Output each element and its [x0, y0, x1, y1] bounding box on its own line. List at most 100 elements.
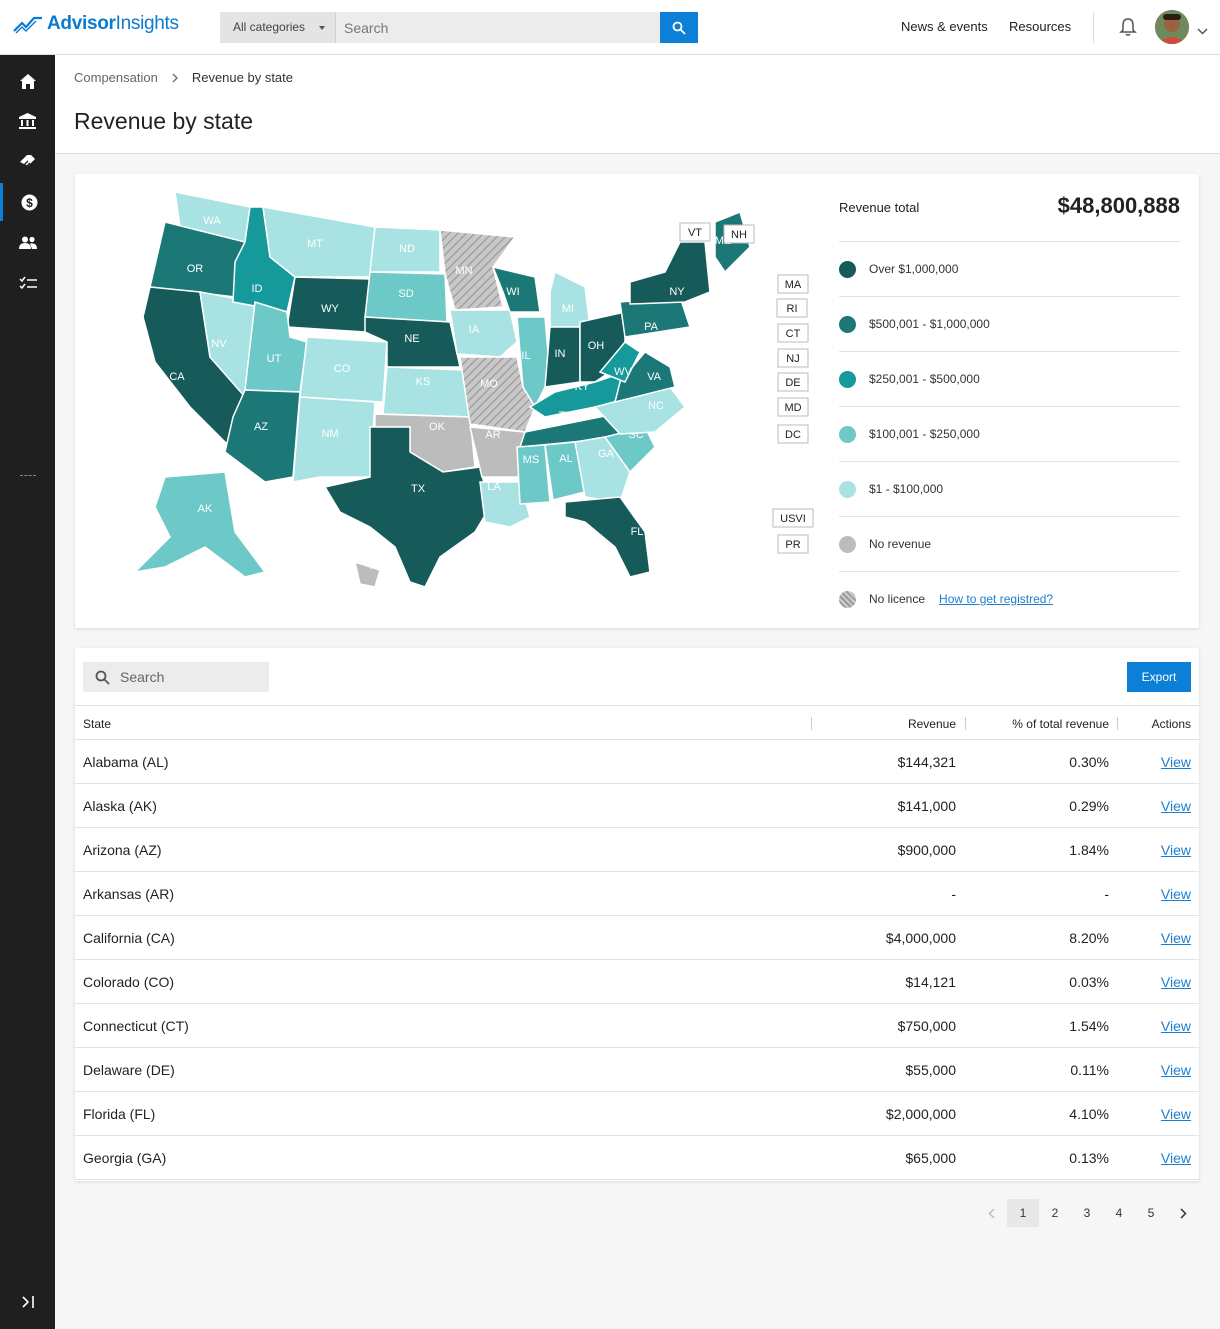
callout-box[interactable]: [777, 348, 809, 368]
column-header-revenue[interactable]: Revenue: [907, 717, 956, 731]
callout-box[interactable]: [723, 224, 755, 244]
dollar-icon: $: [21, 194, 37, 210]
search-button[interactable]: [660, 12, 698, 43]
state-wi[interactable]: [491, 265, 541, 313]
state-mn[interactable]: [439, 229, 517, 311]
callout-label: VT: [688, 227, 702, 239]
state-label: CA: [169, 371, 185, 383]
state-label: CO: [334, 363, 351, 375]
column-divider: [1117, 717, 1118, 730]
legend-item: $100,001 - $250,000: [839, 406, 1180, 461]
nav-resources[interactable]: Resources: [1009, 19, 1072, 34]
registration-help-link[interactable]: How to get registred?: [939, 592, 1054, 606]
callout-box[interactable]: [679, 222, 711, 242]
table-header: State Revenue % of total revenue Actions: [75, 705, 1199, 740]
state-label: TX: [411, 483, 426, 495]
legend-swatch: [839, 480, 856, 498]
page-button[interactable]: 2: [1051, 1206, 1059, 1220]
column-header-state[interactable]: State: [83, 717, 112, 731]
logo[interactable]: AdvisorInsights: [12, 13, 179, 35]
view-link[interactable]: View: [1160, 974, 1191, 990]
search-input[interactable]: [335, 12, 660, 43]
sidebar-item-bank[interactable]: [0, 102, 55, 140]
view-link[interactable]: View: [1160, 1150, 1191, 1166]
state-ak[interactable]: [132, 471, 267, 578]
callout-label: DC: [785, 429, 801, 441]
state-il[interactable]: [516, 316, 551, 409]
notifications-button[interactable]: [1119, 17, 1137, 42]
account-menu-button[interactable]: [1197, 22, 1208, 40]
page-button[interactable]: 1: [1007, 1199, 1039, 1227]
state-label: MI: [562, 303, 574, 315]
search-icon: [672, 21, 686, 35]
view-link[interactable]: View: [1160, 842, 1191, 858]
page-button[interactable]: 5: [1147, 1206, 1155, 1220]
table-row: Alaska (AK) $141,000 0.29% View: [75, 784, 1199, 828]
view-link[interactable]: View: [1160, 798, 1191, 814]
view-link[interactable]: View: [1160, 930, 1191, 946]
view-link[interactable]: View: [1160, 1106, 1191, 1122]
table-search-input[interactable]: Search: [83, 662, 269, 692]
view-link[interactable]: View: [1160, 886, 1191, 902]
state-hi[interactable]: [353, 560, 381, 588]
state-ia[interactable]: [449, 309, 518, 358]
state-label: KS: [416, 376, 431, 388]
state-ks[interactable]: [382, 366, 471, 418]
next-page-button[interactable]: [1167, 1199, 1199, 1227]
sidebar-item-clients[interactable]: [0, 223, 55, 261]
state-label: WY: [321, 303, 339, 315]
callout-label: MA: [785, 279, 802, 291]
sidebar-item-compensation[interactable]: $: [0, 183, 55, 221]
category-select[interactable]: All categories: [220, 12, 335, 43]
state-wv[interactable]: [598, 341, 641, 383]
prev-page-button[interactable]: [975, 1199, 1007, 1227]
callout-box[interactable]: [772, 508, 814, 528]
callout-box[interactable]: [777, 323, 809, 343]
column-header-actions: Actions: [1151, 717, 1191, 731]
sidebar-item-deals[interactable]: [0, 142, 55, 180]
table-row: California (CA) $4,000,000 8.20% View: [75, 916, 1199, 960]
revenue-total-label: Revenue total: [839, 200, 920, 215]
sidebar-item-tasks[interactable]: [0, 264, 55, 302]
avatar-image: [1155, 10, 1189, 44]
breadcrumb-parent[interactable]: Compensation: [74, 70, 158, 85]
legend-item: $500,001 - $1,000,000: [839, 296, 1180, 351]
pagination: 1 2 3 4 5: [975, 1199, 1199, 1227]
callout-box[interactable]: [776, 298, 808, 318]
state-nd[interactable]: [369, 226, 441, 273]
expand-sidebar-button[interactable]: [0, 1283, 55, 1321]
state-mi[interactable]: [549, 270, 591, 328]
page-button[interactable]: 3: [1083, 1206, 1091, 1220]
state-mt[interactable]: [262, 206, 376, 278]
state-label: NV: [211, 338, 227, 350]
nav-news-events[interactable]: News & events: [901, 19, 988, 34]
callout-box[interactable]: [777, 372, 809, 392]
sidebar-item-home[interactable]: [0, 62, 55, 100]
view-link[interactable]: View: [1160, 1018, 1191, 1034]
view-link[interactable]: View: [1160, 1062, 1191, 1078]
state-ny[interactable]: [629, 241, 711, 305]
state-tx[interactable]: [323, 426, 491, 588]
state-va[interactable]: [613, 351, 676, 404]
page-button[interactable]: 4: [1115, 1206, 1123, 1220]
column-header-pct[interactable]: % of total revenue: [1012, 717, 1109, 731]
avatar[interactable]: [1155, 10, 1189, 44]
state-nm[interactable]: [292, 396, 376, 483]
callout-box[interactable]: [777, 397, 809, 417]
view-link[interactable]: View: [1160, 754, 1191, 770]
callout-box[interactable]: [777, 534, 809, 554]
callout-box[interactable]: [777, 424, 809, 444]
state-co[interactable]: [299, 336, 388, 403]
state-label: HI: [370, 560, 381, 572]
state-fl[interactable]: [564, 496, 651, 578]
legend-item: $1 - $100,000: [839, 461, 1180, 516]
page-header: Compensation Revenue by state Revenue by…: [55, 55, 1220, 154]
legend-swatch: [839, 315, 856, 333]
us-map: WA OR CA NV ID MT WY UT AZ CO NM ND SD NE KS OK TX MN IA MO…: [132, 192, 814, 588]
callout-box[interactable]: [777, 274, 809, 294]
state-la[interactable]: [479, 481, 531, 528]
export-button[interactable]: Export: [1127, 662, 1191, 692]
map-callouts: VT NH MA RI CT NJ DE MD DC USVI PR: [679, 222, 814, 554]
state-label: AL: [559, 453, 572, 465]
state-ms[interactable]: [516, 444, 551, 505]
